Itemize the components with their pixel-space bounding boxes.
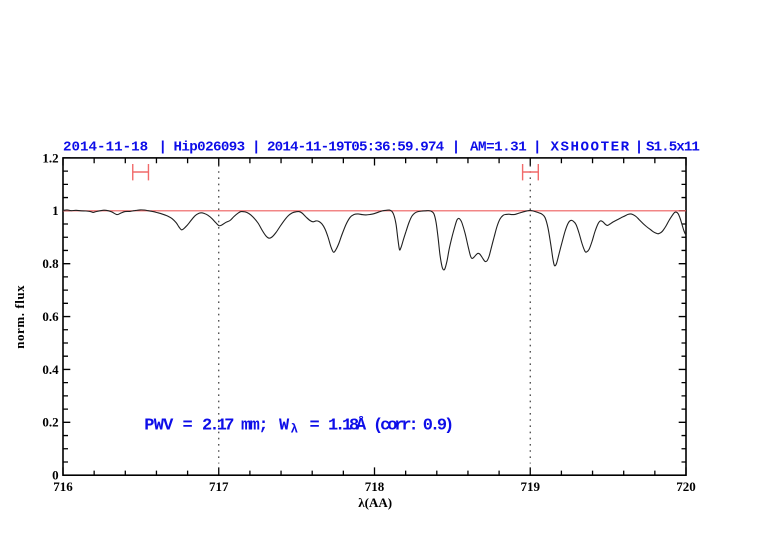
svg-text:0.6: 0.6 <box>42 309 59 324</box>
svg-text:716: 716 <box>53 479 73 494</box>
svg-text:0: 0 <box>52 468 59 483</box>
svg-text:λ(AA): λ(AA) <box>358 495 392 510</box>
svg-text:719: 719 <box>520 479 540 494</box>
svg-text:1.2: 1.2 <box>42 150 58 165</box>
svg-text:norm. flux: norm. flux <box>12 285 27 349</box>
svg-text:0.2: 0.2 <box>42 415 58 430</box>
svg-text:1: 1 <box>52 203 59 218</box>
svg-text:0.8: 0.8 <box>42 256 59 271</box>
svg-text:720: 720 <box>676 479 696 494</box>
svg-text:0.4: 0.4 <box>42 362 59 377</box>
svg-text:718: 718 <box>365 479 385 494</box>
svg-text:2014-11-18|Hip026093|2014-11-1: 2014-11-18 | Hip026093 | 2014-11-19T05:36:59… <box>63 139 699 155</box>
svg-text:717: 717 <box>209 479 229 494</box>
